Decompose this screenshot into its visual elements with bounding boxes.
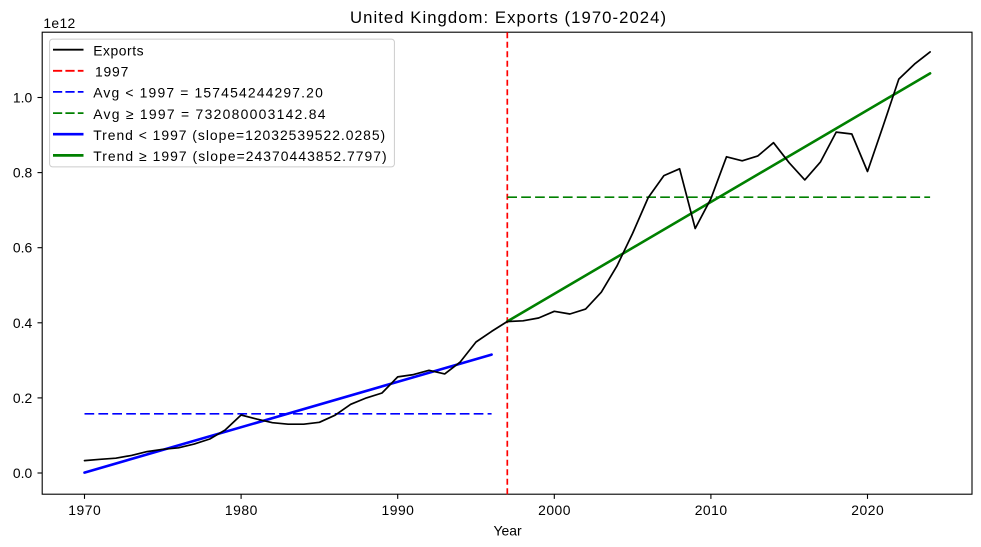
- svg-text:1.0: 1.0: [13, 90, 33, 106]
- svg-text:1980: 1980: [225, 502, 258, 518]
- svg-text:1990: 1990: [382, 502, 415, 518]
- svg-text:United Kingdom: Exports (1970-: United Kingdom: Exports (1970-2024): [350, 8, 666, 27]
- svg-text:1970: 1970: [68, 502, 101, 518]
- svg-text:Avg ≥ 1997 = 732080003142.84: Avg ≥ 1997 = 732080003142.84: [93, 106, 326, 122]
- svg-text:2020: 2020: [851, 502, 884, 518]
- svg-text:0.6: 0.6: [13, 240, 33, 256]
- svg-text:Trend ≥ 1997 (slope=2437044385: Trend ≥ 1997 (slope=24370443852.7797): [93, 148, 387, 164]
- svg-text:0.2: 0.2: [13, 390, 33, 406]
- svg-text:Year: Year: [494, 522, 522, 538]
- svg-text:2010: 2010: [695, 502, 728, 518]
- svg-text:0.8: 0.8: [13, 165, 33, 181]
- svg-text:0.0: 0.0: [13, 465, 33, 481]
- svg-text:Trend < 1997 (slope=1203253952: Trend < 1997 (slope=12032539522.0285): [93, 127, 385, 143]
- svg-text:1e12: 1e12: [43, 15, 75, 31]
- svg-text:1997: 1997: [95, 64, 129, 80]
- svg-text:Avg < 1997 = 157454244297.20: Avg < 1997 = 157454244297.20: [93, 85, 323, 101]
- svg-text:Exports: Exports: [93, 42, 143, 58]
- svg-text:0.4: 0.4: [13, 315, 33, 331]
- svg-text:2000: 2000: [538, 502, 571, 518]
